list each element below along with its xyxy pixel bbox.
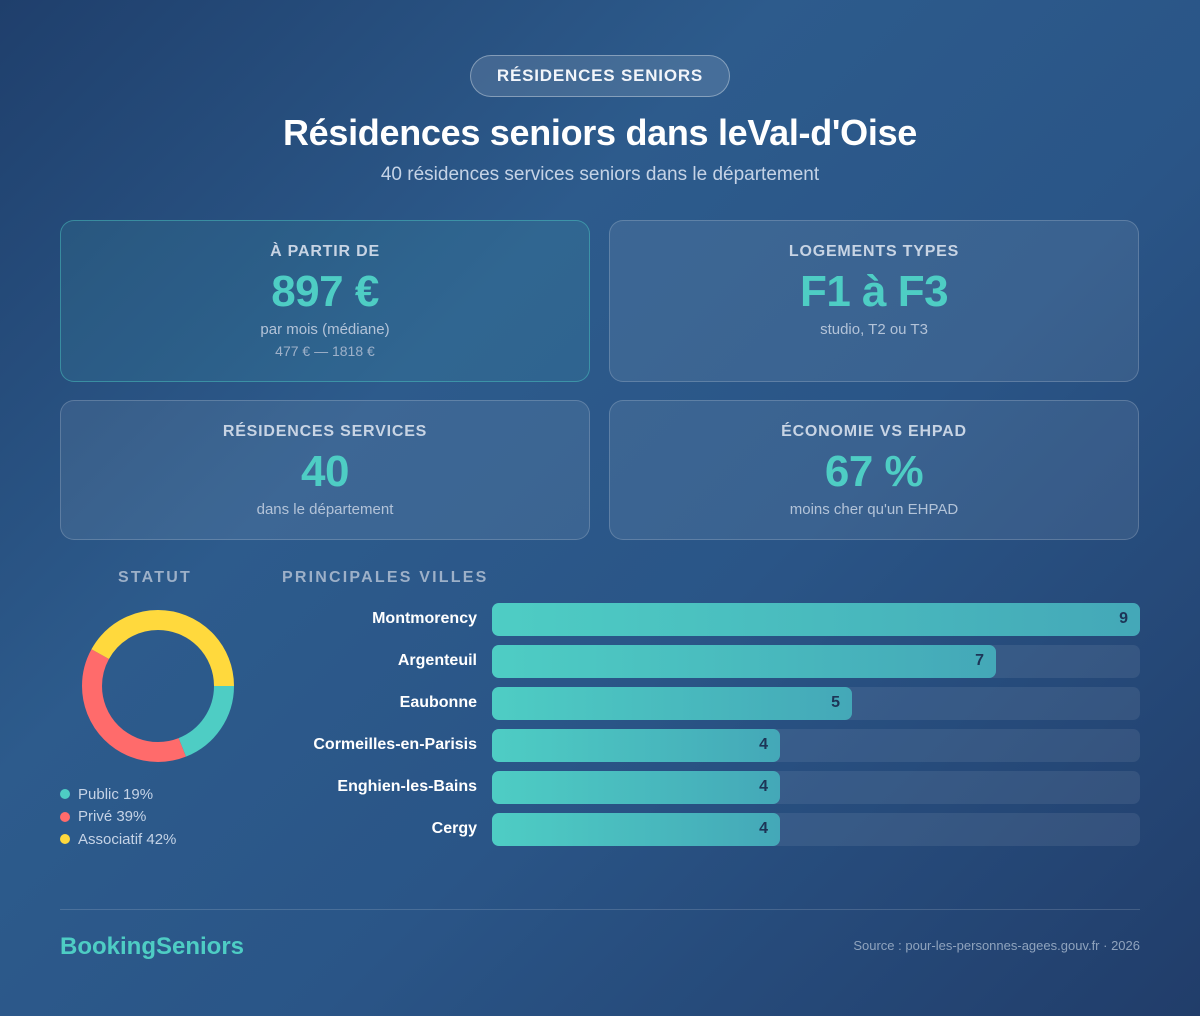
legend-label-associatif: Associatif 42% <box>78 830 177 848</box>
legend-item-prive: Privé 39% <box>60 806 176 829</box>
statut-title: STATUT <box>118 569 192 586</box>
bar-track-enghien-les-bains: 4 <box>492 771 1140 804</box>
count-card: RÉSIDENCES SERVICES 40 dans le départeme… <box>60 400 590 540</box>
page-title: Résidences seniors dans leVal-d'Oise <box>282 112 918 153</box>
bar-value-cergy: 4 <box>759 820 768 837</box>
price-card-value: 897 € <box>271 267 379 316</box>
saving-card-label: ÉCONOMIE VS EHPAD <box>781 423 967 440</box>
bar-value-enghien-les-bains: 4 <box>759 778 768 795</box>
count-card-value: 40 <box>301 447 349 496</box>
bar-value-argenteuil: 7 <box>975 652 984 669</box>
source-note: Source : pour-les-personnes-agees.gouv.f… <box>853 938 1140 953</box>
legend-label-prive: Privé 39% <box>78 808 147 826</box>
legend-item-associatif: Associatif 42% <box>60 828 176 851</box>
price-card-range: 477 € — 1818 € <box>275 343 375 359</box>
bar-argenteuil <box>492 645 996 678</box>
price-card-label: À PARTIR DE <box>270 243 380 260</box>
types-card-label: LOGEMENTS TYPES <box>788 243 960 260</box>
bar-cormeilles-en-parisis <box>492 729 780 762</box>
price-card-sub: par mois (médiane) <box>260 321 390 338</box>
villes-title: PRINCIPALES VILLES <box>282 569 489 586</box>
legend-dot-associatif <box>60 834 70 845</box>
types-card: LOGEMENTS TYPES F1 à F3 studio, T2 ou T3 <box>609 220 1139 382</box>
bar-track-eaubonne: 5 <box>492 687 1140 720</box>
bar-value-cormeilles-en-parisis: 4 <box>759 736 768 753</box>
bar-cergy <box>492 813 780 846</box>
bar-label-argenteuil: Argenteuil <box>397 652 477 669</box>
brand-logo: BookingSeniors <box>60 933 245 960</box>
bar-eaubonne <box>492 687 852 720</box>
statut-donut-chart <box>82 610 234 762</box>
bar-track-cergy: 4 <box>492 813 1140 846</box>
statut-legend: Public 19% Privé 39% Associatif 42% <box>60 783 176 851</box>
donut-slice-priv <box>82 610 234 762</box>
count-card-sub: dans le département <box>256 501 394 518</box>
bar-label-eaubonne: Eaubonne <box>399 694 477 711</box>
types-card-sub: studio, T2 ou T3 <box>820 321 928 338</box>
bar-value-eaubonne: 5 <box>831 694 840 711</box>
bar-label-montmorency: Montmorency <box>372 610 477 627</box>
bar-montmorency <box>492 603 1140 636</box>
bar-label-cormeilles-en-parisis: Cormeilles-en-Parisis <box>313 736 477 753</box>
price-card: À PARTIR DE 897 € par mois (médiane) 477… <box>60 220 590 382</box>
footer-divider <box>60 909 1140 910</box>
category-badge: RÉSIDENCES SENIORS <box>470 55 730 97</box>
page-subtitle: 40 résidences services seniors dans le d… <box>380 164 820 185</box>
types-card-value: F1 à F3 <box>799 267 949 316</box>
bar-value-montmorency: 9 <box>1119 610 1128 627</box>
legend-item-public: Public 19% <box>60 783 176 806</box>
bar-track-montmorency: 9 <box>492 603 1140 636</box>
saving-card-sub: moins cher qu'un EHPAD <box>789 501 959 518</box>
count-card-label: RÉSIDENCES SERVICES <box>222 423 428 440</box>
bar-label-enghien-les-bains: Enghien-les-Bains <box>337 778 477 795</box>
bar-track-cormeilles-en-parisis: 4 <box>492 729 1140 762</box>
saving-card-value: 67 % <box>824 447 924 496</box>
legend-label-public: Public 19% <box>78 785 154 803</box>
bar-label-cergy: Cergy <box>431 820 477 837</box>
bar-enghien-les-bains <box>492 771 780 804</box>
donut-slice-associatif <box>82 610 234 762</box>
legend-dot-public <box>60 789 70 800</box>
legend-dot-prive <box>60 811 70 822</box>
saving-card: ÉCONOMIE VS EHPAD 67 % moins cher qu'un … <box>609 400 1139 540</box>
bar-track-argenteuil: 7 <box>492 645 1140 678</box>
